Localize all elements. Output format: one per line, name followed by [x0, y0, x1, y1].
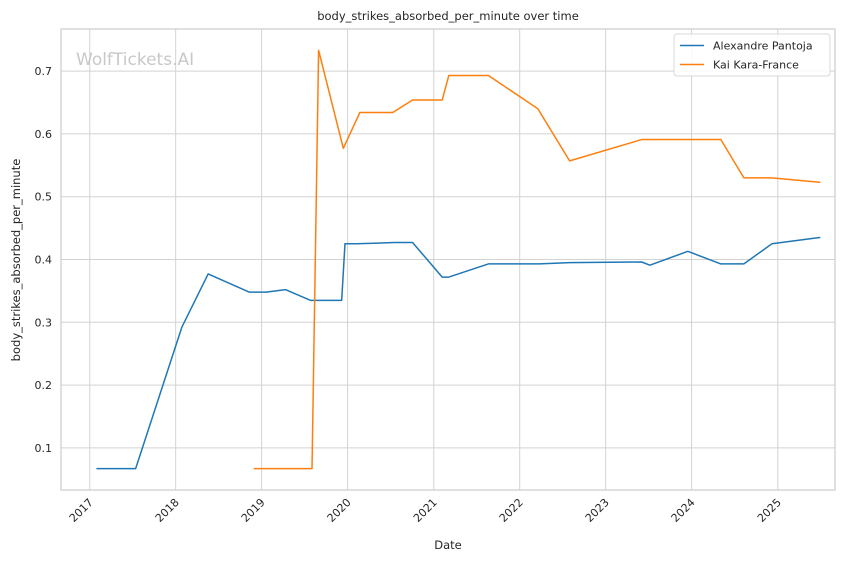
chart-title: body_strikes_absorbed_per_minute over ti…: [317, 9, 579, 23]
x-tick-label: 2020: [325, 496, 354, 525]
series-line-kai-kara-france: [253, 49, 821, 470]
x-tick-label: 2025: [755, 496, 784, 525]
y-tick-labels: 0.1 0.2 0.3 0.4 0.5 0.6 0.7: [35, 65, 53, 455]
y-tick-label: 0.7: [35, 65, 53, 78]
plot-frame: [60, 28, 836, 491]
legend-label-kara-france: Kai Kara-France: [713, 59, 799, 72]
series-line-alexandre-pantoja: [96, 236, 821, 470]
x-tick-label: 2024: [669, 496, 698, 525]
legend: Alexandre Pantoja Kai Kara-France: [673, 33, 831, 77]
x-tick-label: 2019: [239, 496, 268, 525]
y-tick-label: 0.1: [35, 442, 53, 455]
x-axis-label: Date: [434, 538, 462, 552]
watermark-text: WolfTickets.AI: [76, 50, 194, 70]
legend-label-pantoja: Alexandre Pantoja: [713, 40, 813, 53]
x-tick-labels: 2017 2018 2019 2020 2021 2022 2023 2024 2025: [67, 496, 784, 525]
y-tick-label: 0.6: [35, 128, 53, 141]
grid-lines: [61, 29, 835, 490]
y-tick-label: 0.2: [35, 379, 53, 392]
y-tick-label: 0.3: [35, 316, 53, 329]
y-tick-label: 0.4: [35, 254, 53, 267]
series-lines: [96, 49, 821, 470]
y-axis-label: body_strikes_absorbed_per_minute: [9, 159, 23, 362]
y-tick-label: 0.5: [35, 191, 53, 204]
legend-box: [673, 33, 831, 77]
x-tick-label: 2017: [67, 496, 96, 525]
x-tick-label: 2022: [497, 496, 526, 525]
x-tick-label: 2018: [153, 496, 182, 525]
x-tick-label: 2021: [411, 496, 440, 525]
x-tick-label: 2023: [583, 496, 612, 525]
